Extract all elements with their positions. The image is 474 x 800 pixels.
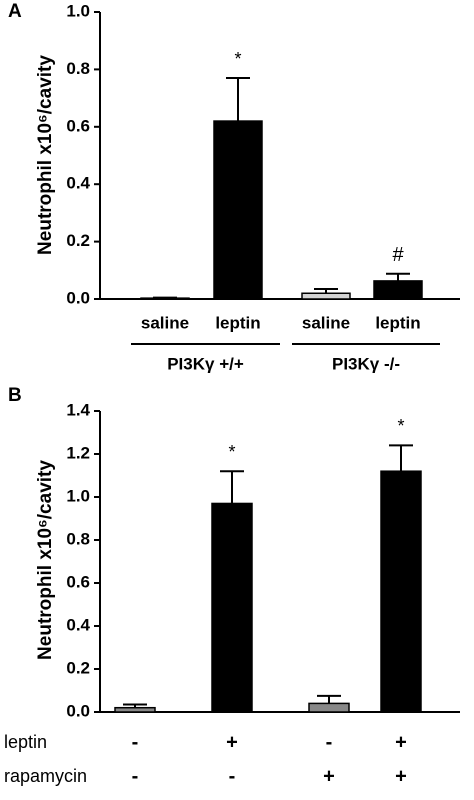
significance-mark: * bbox=[228, 442, 235, 462]
bar bbox=[373, 280, 423, 300]
condition-sign: + bbox=[226, 731, 238, 753]
bar bbox=[301, 292, 351, 300]
panel-label: A bbox=[8, 1, 22, 22]
y-tick-label: 0.4 bbox=[66, 615, 90, 634]
group-label: PI3Kγ -/- bbox=[332, 354, 400, 373]
x-tick-label: saline bbox=[141, 313, 189, 332]
y-tick-label: 1.0 bbox=[66, 486, 90, 505]
condition-sign: - bbox=[132, 731, 139, 753]
y-tick-label: 0.2 bbox=[66, 658, 90, 677]
significance-mark: * bbox=[397, 416, 404, 436]
condition-label: rapamycin bbox=[4, 766, 87, 786]
y-tick-label: 0.8 bbox=[66, 59, 90, 78]
x-tick-label: leptin bbox=[215, 313, 260, 332]
y-tick-label: 0.0 bbox=[66, 288, 90, 307]
condition-sign: + bbox=[395, 765, 407, 787]
y-tick-label: 1.4 bbox=[66, 400, 90, 419]
y-tick-label: 1.0 bbox=[66, 1, 90, 20]
x-tick-label: leptin bbox=[375, 313, 420, 332]
condition-sign: + bbox=[323, 765, 335, 787]
y-tick-label: 0.6 bbox=[66, 116, 90, 135]
y-tick-label: 1.2 bbox=[66, 443, 90, 462]
y-axis-label: Neutrophil x10⁶/cavity bbox=[35, 55, 56, 255]
bar bbox=[114, 706, 156, 713]
y-axis-label: Neutrophil x10⁶/cavity bbox=[35, 460, 56, 660]
y-tick-label: 0.2 bbox=[66, 231, 90, 250]
y-tick-label: 0.6 bbox=[66, 572, 90, 591]
significance-mark: # bbox=[392, 244, 404, 266]
y-tick-label: 0.4 bbox=[66, 174, 90, 193]
condition-sign: - bbox=[326, 731, 333, 753]
x-tick-label: saline bbox=[302, 313, 350, 332]
y-tick-label: 0.0 bbox=[66, 701, 90, 720]
y-tick-label: 0.8 bbox=[66, 529, 90, 548]
group-label: PI3Kγ +/+ bbox=[167, 354, 244, 373]
panel-label: B bbox=[8, 385, 22, 406]
condition-sign: + bbox=[395, 731, 407, 753]
condition-sign: - bbox=[229, 765, 236, 787]
bar bbox=[211, 502, 253, 713]
condition-label: leptin bbox=[4, 732, 47, 752]
bar bbox=[213, 120, 263, 300]
bar bbox=[380, 470, 422, 713]
bar bbox=[308, 702, 350, 713]
significance-mark: * bbox=[234, 49, 241, 69]
condition-sign: - bbox=[132, 765, 139, 787]
